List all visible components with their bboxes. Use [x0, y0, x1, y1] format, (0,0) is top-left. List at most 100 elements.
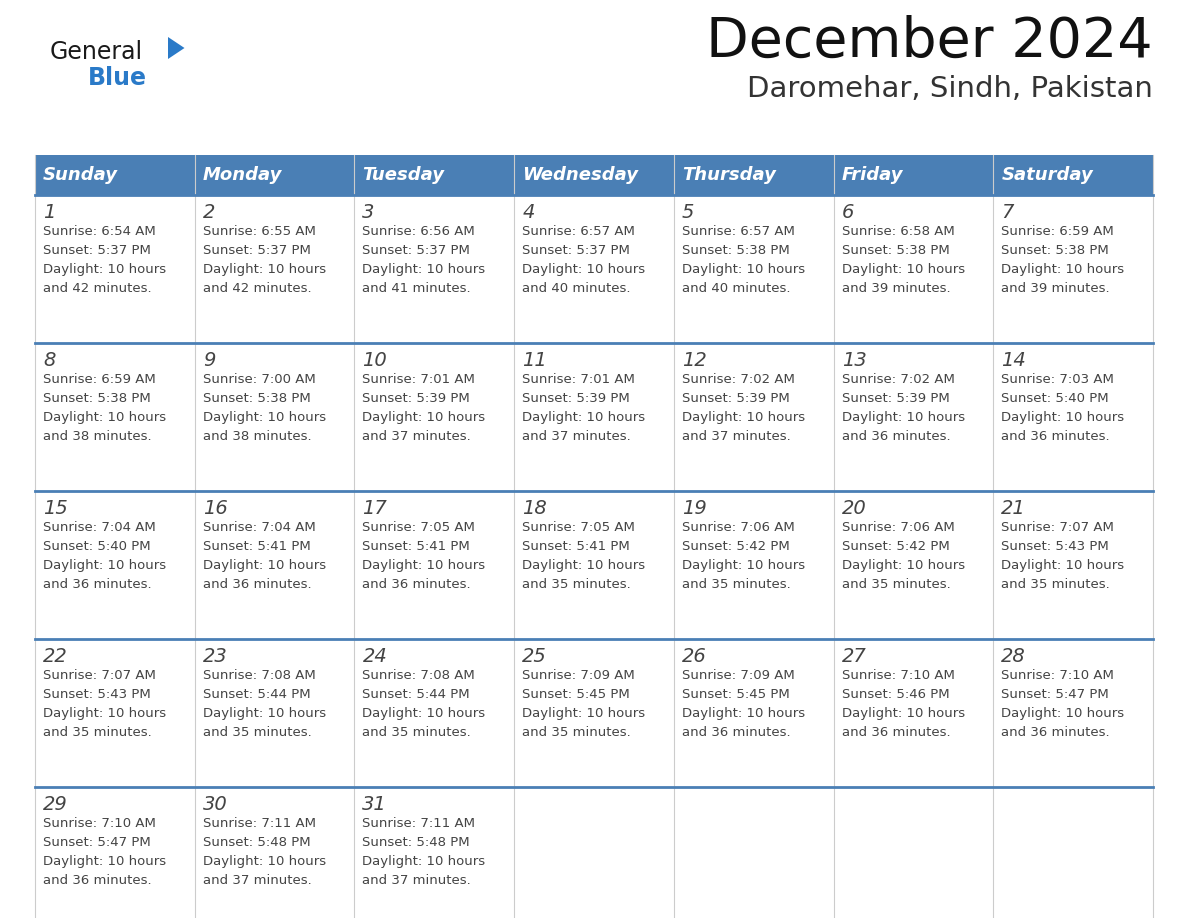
Text: Sunset: 5:40 PM: Sunset: 5:40 PM	[1001, 392, 1108, 405]
Text: 30: 30	[203, 795, 227, 814]
Text: and 39 minutes.: and 39 minutes.	[1001, 282, 1110, 295]
Text: Sunset: 5:44 PM: Sunset: 5:44 PM	[362, 688, 470, 701]
Bar	[834, 787, 993, 918]
Bar	[674, 343, 834, 491]
Bar	[195, 343, 354, 491]
Text: and 36 minutes.: and 36 minutes.	[682, 726, 790, 739]
Text: and 37 minutes.: and 37 minutes.	[203, 874, 311, 887]
Bar	[993, 491, 1154, 639]
Text: Sunset: 5:39 PM: Sunset: 5:39 PM	[682, 392, 790, 405]
Text: Sunrise: 7:05 AM: Sunrise: 7:05 AM	[362, 521, 475, 534]
Text: Sunset: 5:46 PM: Sunset: 5:46 PM	[841, 688, 949, 701]
Text: 12: 12	[682, 351, 707, 370]
Text: Daylight: 10 hours: Daylight: 10 hours	[43, 559, 166, 572]
Text: 24: 24	[362, 647, 387, 666]
Text: Sunrise: 6:57 AM: Sunrise: 6:57 AM	[523, 225, 636, 238]
Text: and 35 minutes.: and 35 minutes.	[43, 726, 152, 739]
Text: Tuesday: Tuesday	[362, 166, 444, 184]
Text: Sunset: 5:38 PM: Sunset: 5:38 PM	[203, 392, 310, 405]
Text: Sunrise: 7:04 AM: Sunrise: 7:04 AM	[43, 521, 156, 534]
Text: Sunrise: 7:06 AM: Sunrise: 7:06 AM	[682, 521, 795, 534]
Text: Wednesday: Wednesday	[523, 166, 638, 184]
Text: Sunset: 5:42 PM: Sunset: 5:42 PM	[841, 540, 949, 553]
Text: Sunrise: 7:11 AM: Sunrise: 7:11 AM	[362, 817, 475, 830]
Text: Sunrise: 7:02 AM: Sunrise: 7:02 AM	[841, 373, 954, 386]
Text: Daylight: 10 hours: Daylight: 10 hours	[682, 707, 805, 720]
Text: Daylight: 10 hours: Daylight: 10 hours	[682, 411, 805, 424]
Text: Sunrise: 7:01 AM: Sunrise: 7:01 AM	[523, 373, 636, 386]
Text: Friday: Friday	[841, 166, 903, 184]
Text: 21: 21	[1001, 499, 1026, 518]
Text: and 35 minutes.: and 35 minutes.	[1001, 578, 1110, 591]
Text: General: General	[50, 40, 143, 64]
Text: Sunset: 5:39 PM: Sunset: 5:39 PM	[362, 392, 470, 405]
Text: Sunrise: 6:56 AM: Sunrise: 6:56 AM	[362, 225, 475, 238]
Text: Sunset: 5:38 PM: Sunset: 5:38 PM	[1001, 244, 1110, 257]
Bar	[834, 491, 993, 639]
Text: Sunset: 5:38 PM: Sunset: 5:38 PM	[841, 244, 949, 257]
Text: Sunset: 5:43 PM: Sunset: 5:43 PM	[43, 688, 151, 701]
Text: and 41 minutes.: and 41 minutes.	[362, 282, 472, 295]
Text: 3: 3	[362, 203, 374, 222]
Text: Daromehar, Sindh, Pakistan: Daromehar, Sindh, Pakistan	[747, 75, 1154, 103]
Text: and 36 minutes.: and 36 minutes.	[43, 874, 152, 887]
Text: Sunrise: 6:55 AM: Sunrise: 6:55 AM	[203, 225, 316, 238]
Text: Daylight: 10 hours: Daylight: 10 hours	[43, 411, 166, 424]
Bar	[993, 639, 1154, 787]
Text: Sunset: 5:41 PM: Sunset: 5:41 PM	[362, 540, 470, 553]
Text: 29: 29	[43, 795, 68, 814]
Text: December 2024: December 2024	[707, 15, 1154, 69]
Text: Sunset: 5:47 PM: Sunset: 5:47 PM	[1001, 688, 1110, 701]
Text: Monday: Monday	[203, 166, 282, 184]
Text: Sunset: 5:37 PM: Sunset: 5:37 PM	[362, 244, 470, 257]
Text: Sunrise: 7:08 AM: Sunrise: 7:08 AM	[203, 669, 316, 682]
Text: Sunrise: 7:09 AM: Sunrise: 7:09 AM	[682, 669, 795, 682]
Text: and 39 minutes.: and 39 minutes.	[841, 282, 950, 295]
Bar	[514, 491, 674, 639]
Bar	[834, 343, 993, 491]
Text: Sunrise: 7:03 AM: Sunrise: 7:03 AM	[1001, 373, 1114, 386]
Bar	[354, 343, 514, 491]
Text: Daylight: 10 hours: Daylight: 10 hours	[43, 263, 166, 276]
Text: Sunrise: 7:10 AM: Sunrise: 7:10 AM	[841, 669, 954, 682]
Text: Sunset: 5:42 PM: Sunset: 5:42 PM	[682, 540, 790, 553]
Text: Sunset: 5:38 PM: Sunset: 5:38 PM	[682, 244, 790, 257]
Text: 7: 7	[1001, 203, 1013, 222]
Bar	[993, 343, 1154, 491]
Text: and 37 minutes.: and 37 minutes.	[362, 874, 472, 887]
Text: Daylight: 10 hours: Daylight: 10 hours	[362, 411, 486, 424]
Text: and 36 minutes.: and 36 minutes.	[841, 726, 950, 739]
Text: and 38 minutes.: and 38 minutes.	[203, 430, 311, 443]
Text: Daylight: 10 hours: Daylight: 10 hours	[362, 707, 486, 720]
Text: 16: 16	[203, 499, 227, 518]
Text: and 35 minutes.: and 35 minutes.	[362, 726, 472, 739]
Text: and 36 minutes.: and 36 minutes.	[203, 578, 311, 591]
Bar	[34, 343, 195, 491]
Text: Sunset: 5:37 PM: Sunset: 5:37 PM	[43, 244, 151, 257]
Text: Sunset: 5:39 PM: Sunset: 5:39 PM	[841, 392, 949, 405]
Text: Sunrise: 6:54 AM: Sunrise: 6:54 AM	[43, 225, 156, 238]
Bar	[354, 491, 514, 639]
Text: Daylight: 10 hours: Daylight: 10 hours	[203, 263, 326, 276]
Text: Daylight: 10 hours: Daylight: 10 hours	[1001, 263, 1124, 276]
Text: Daylight: 10 hours: Daylight: 10 hours	[362, 559, 486, 572]
Text: 13: 13	[841, 351, 866, 370]
Text: 22: 22	[43, 647, 68, 666]
Text: Sunrise: 7:02 AM: Sunrise: 7:02 AM	[682, 373, 795, 386]
Bar	[674, 787, 834, 918]
Text: and 37 minutes.: and 37 minutes.	[523, 430, 631, 443]
Text: and 37 minutes.: and 37 minutes.	[362, 430, 472, 443]
Text: Daylight: 10 hours: Daylight: 10 hours	[523, 707, 645, 720]
Text: Sunrise: 7:10 AM: Sunrise: 7:10 AM	[43, 817, 156, 830]
Text: Saturday: Saturday	[1001, 166, 1093, 184]
Bar	[195, 639, 354, 787]
Bar	[993, 787, 1154, 918]
Text: Daylight: 10 hours: Daylight: 10 hours	[841, 263, 965, 276]
Text: 9: 9	[203, 351, 215, 370]
Text: 17: 17	[362, 499, 387, 518]
Text: and 36 minutes.: and 36 minutes.	[1001, 430, 1110, 443]
Text: and 36 minutes.: and 36 minutes.	[362, 578, 472, 591]
Bar	[354, 639, 514, 787]
Text: 6: 6	[841, 203, 854, 222]
Bar	[514, 787, 674, 918]
